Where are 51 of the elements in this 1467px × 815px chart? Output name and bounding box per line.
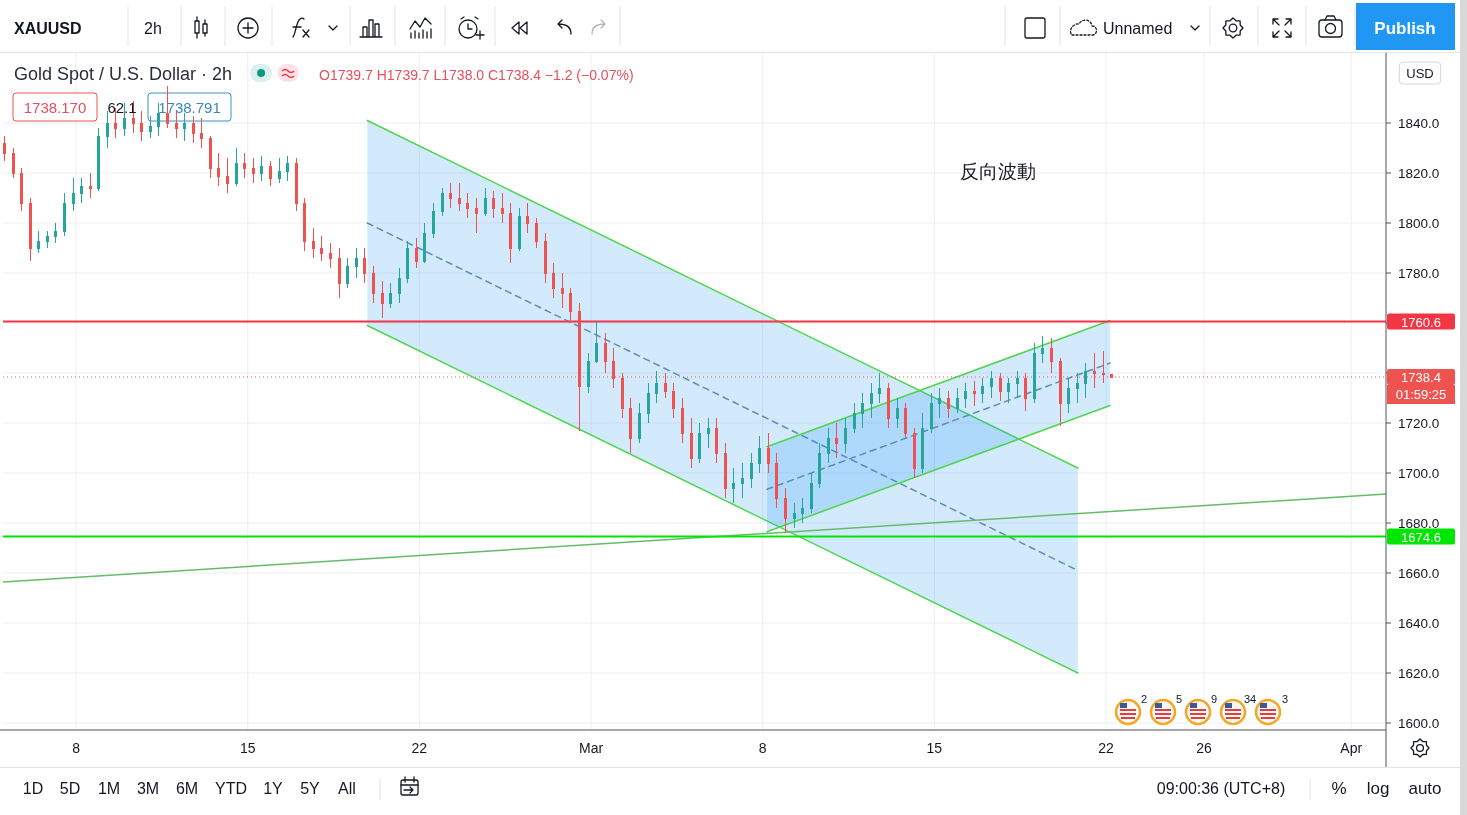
x-tick-label: 22 [1098,740,1115,756]
text: All [338,780,356,797]
y-tick-label: 1600.0 [1398,716,1440,731]
x-tick-label: Mar [578,740,604,756]
text: 5Y [300,780,321,797]
text: auto [1408,779,1442,798]
annotation: 1738.170 [23,98,87,116]
text: Publish [1374,19,1436,38]
annotation: 反向波動 [960,161,1036,182]
y-tick-label: 1840.0 [1398,116,1440,131]
annotation: 5 [1175,693,1183,705]
y-tick-label: 1780.0 [1398,266,1440,281]
x-tick-label: 15 [926,740,943,756]
ref-line-label: 1738.4 [1401,370,1441,385]
text: 6M [175,780,199,797]
y-tick-label: 1680.0 [1398,516,1440,531]
text: 1M [97,780,121,797]
annotation: 3 [1281,693,1289,705]
x-tick-label: 15 [239,740,256,756]
y-axis-title: USD [1406,66,1434,81]
x-tick-label: Apr [1340,740,1363,756]
x-tick-label: 22 [411,740,428,756]
ref-line-label: 1674.6 [1401,529,1441,545]
text: 2h [144,20,162,37]
y-tick-label: 1820.0 [1398,166,1440,181]
text: 1Y [263,780,284,797]
y-tick-label: 1620.0 [1398,666,1440,681]
text: Unnamed [1103,20,1173,37]
text: 5D [59,780,81,797]
y-tick-label: 1640.0 [1398,616,1440,631]
annotation: O1739.7 H1739.7 L1738.0 C1738.4 −1.2 (−0.07%) [319,67,634,83]
annotation: 9 [1210,693,1218,705]
y-tick-label: 1720.0 [1398,416,1440,431]
ref-line-label: 1760.6 [1401,314,1441,330]
text: % [1331,779,1347,798]
text: XAUUSD [14,20,82,37]
annotation: 2 [1140,693,1148,705]
y-tick-label: 1700.0 [1398,466,1440,481]
x-tick-label: 26 [1196,740,1213,756]
text: 1D [22,780,44,797]
y-tick-label: 1660.0 [1398,566,1440,581]
text: log [1366,779,1390,798]
annotation: 34 [1243,693,1257,705]
x-tick-label: 8 [758,740,767,756]
text: 01:59:25 [1395,387,1447,402]
text: Gold Spot / U.S. Dollar · 2h [14,64,233,84]
text: 3M [136,780,160,797]
text: 09:00:36 (UTC+8) [1156,780,1286,797]
y-tick-label: 1800.0 [1398,216,1440,231]
x-tick-label: 8 [72,740,81,756]
text: YTD [215,780,247,797]
